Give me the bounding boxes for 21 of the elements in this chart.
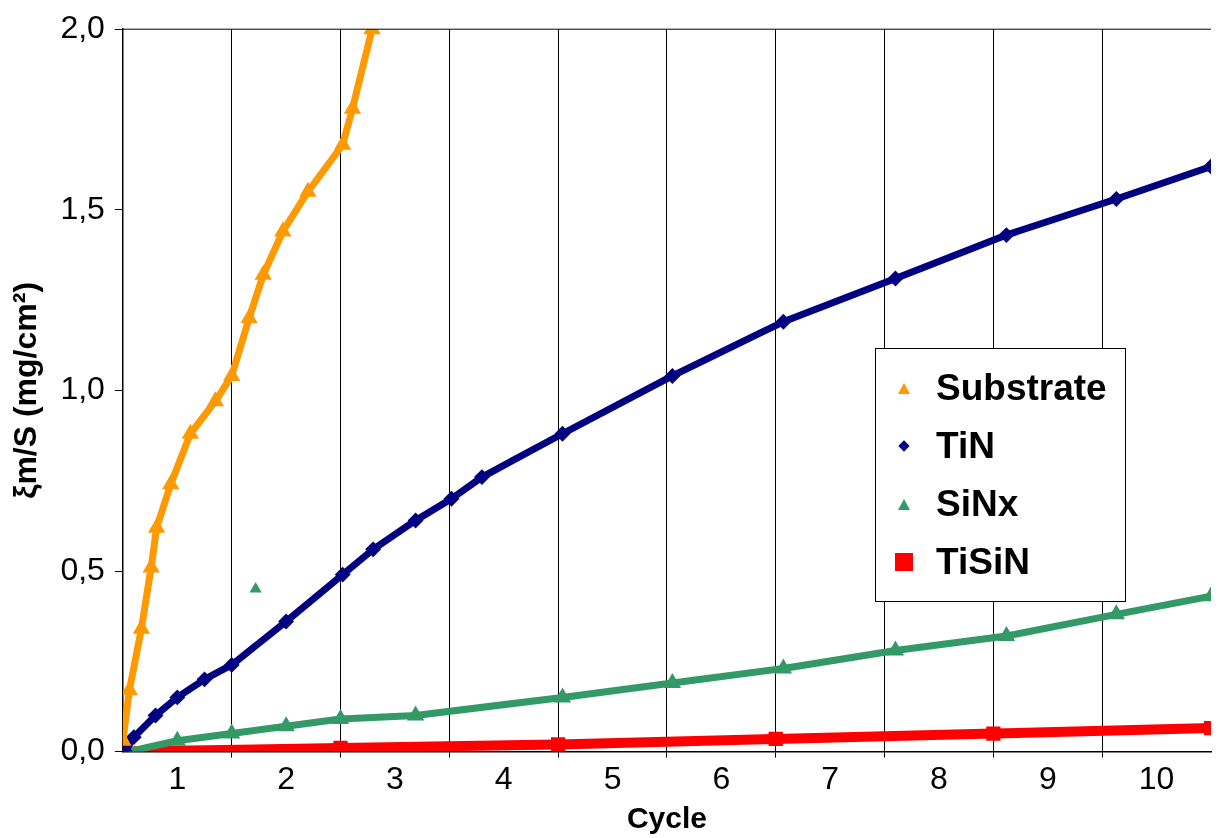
legend-label: TiSiN [936,540,1030,585]
x-tick-label: 1 [168,759,187,796]
x-tick-label: 4 [494,759,513,796]
legend-label: SiNx [936,482,1019,527]
legend-label: Substrate [936,366,1107,411]
x-tick-label: 2 [277,759,295,796]
y-tick-label: 1,5 [60,189,105,226]
y-tick-label: 0,0 [60,731,105,768]
y-tick-label: 1,0 [60,370,105,407]
x-tick-label: 10 [1138,759,1175,796]
y-tick-label: 2,0 [60,9,105,46]
legend-label: TiN [936,424,995,469]
x-tick-label: 7 [821,759,840,796]
y-tick-label: 0,5 [60,550,105,587]
x-tick-label: 5 [603,759,622,796]
y-axis-title: ξm/S (mg/cm²) [7,281,44,499]
x-axis-title: Cycle [626,801,707,835]
x-tick-label: 9 [1038,759,1057,796]
x-tick-label: 3 [386,759,404,796]
x-tick-label: 6 [712,759,731,796]
x-tick-label: 8 [930,759,948,796]
